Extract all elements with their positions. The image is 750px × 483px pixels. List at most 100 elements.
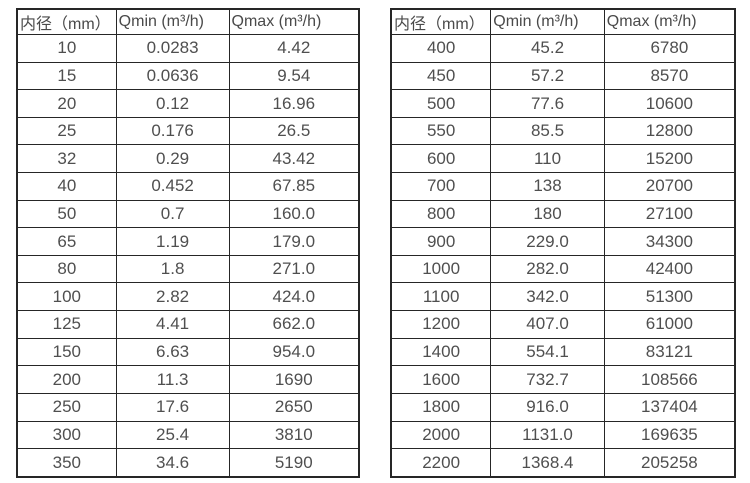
table-cell: 77.6 [490,89,605,118]
table-row: 900 229.0 34300 [390,227,736,256]
table-cell: 1.19 [115,227,230,256]
flow-spec-table-large-diameters: 内径（mm） Qmin (m³/h) Qmax (m³/h) 400 45.2 6780… [390,8,736,478]
table-row: 1800 916.0 137404 [390,392,736,422]
table-cell: 0.0283 [115,34,230,63]
table-cell: 1100 [390,282,492,312]
table-cell: 0.0636 [115,61,230,91]
table-cell: 5190 [228,448,360,478]
table-row: 450 57.2 8570 [390,61,736,91]
table-cell: 65 [16,227,117,256]
table-cell: 205258 [603,448,736,478]
table-row: 300 25.4 3810 [16,420,360,450]
table-cell: 271.0 [228,254,360,284]
table-cell: 4.41 [115,310,230,339]
table-cell: 150 [16,337,117,367]
table-cell: 160.0 [228,199,360,229]
table-cell: 350 [16,448,117,478]
table-cell: 954.0 [228,337,360,367]
table-cell: 137404 [603,392,736,422]
table-cell: 0.452 [115,172,230,201]
column-header: 内径（mm） [390,8,492,35]
table-cell: 700 [390,172,492,201]
table-row: 2000 1131.0 169635 [390,420,736,450]
table-cell: 800 [390,199,492,229]
table-cell: 20 [16,89,117,118]
table-cell: 300 [16,420,117,450]
table-cell: 0.29 [115,144,230,174]
table-cell: 424.0 [228,282,360,312]
column-header: Qmax (m³/h) [228,8,360,35]
table-cell: 25 [16,116,117,146]
table-row: 400 45.2 6780 [390,34,736,63]
table-cell: 25.4 [115,420,230,450]
table-cell: 1800 [390,392,492,422]
table-cell: 662.0 [228,310,360,339]
table-cell: 16.96 [228,89,360,118]
table-cell: 282.0 [490,254,605,284]
table-cell: 43.42 [228,144,360,174]
table-cell: 342.0 [490,282,605,312]
table-row: 200 11.3 1690 [16,365,360,394]
table-cell: 57.2 [490,61,605,91]
table-row: 40 0.452 67.85 [16,172,360,201]
table-cell: 2.82 [115,282,230,312]
table-row: 125 4.41 662.0 [16,310,360,339]
table-row: 1400 554.1 83121 [390,337,736,367]
table-cell: 80 [16,254,117,284]
table-cell: 12800 [603,116,736,146]
table-cell: 450 [390,61,492,91]
table-cell: 1600 [390,365,492,394]
table-cell: 0.7 [115,199,230,229]
table-cell: 1.8 [115,254,230,284]
table-cell: 1400 [390,337,492,367]
table-cell: 554.1 [490,337,605,367]
table-cell: 138 [490,172,605,201]
table-cell: 17.6 [115,392,230,422]
table-row: 550 85.5 12800 [390,116,736,146]
table-cell: 6.63 [115,337,230,367]
table-cell: 1200 [390,310,492,339]
table-cell: 45.2 [490,34,605,63]
table-cell: 85.5 [490,116,605,146]
table-row: 1600 732.7 108566 [390,365,736,394]
table-row: 600 110 15200 [390,144,736,174]
table-cell: 1131.0 [490,420,605,450]
table-cell: 61000 [603,310,736,339]
table-cell: 11.3 [115,365,230,394]
table-row: 15 0.0636 9.54 [16,61,360,91]
table-cell: 1000 [390,254,492,284]
table-row: 10 0.0283 4.42 [16,34,360,63]
table-row: 20 0.12 16.96 [16,89,360,118]
table-cell: 1368.4 [490,448,605,478]
table-row: 100 2.82 424.0 [16,282,360,312]
table-cell: 250 [16,392,117,422]
table-cell: 10 [16,34,117,63]
table-cell: 732.7 [490,365,605,394]
table-cell: 179.0 [228,227,360,256]
table-row: 65 1.19 179.0 [16,227,360,256]
table-cell: 550 [390,116,492,146]
table-cell: 15200 [603,144,736,174]
table-row: 1000 282.0 42400 [390,254,736,284]
table-cell: 0.12 [115,89,230,118]
column-header: Qmin (m³/h) [115,8,230,35]
table-row: 50 0.7 160.0 [16,199,360,229]
table-cell: 27100 [603,199,736,229]
table-cell: 229.0 [490,227,605,256]
table-cell: 900 [390,227,492,256]
table-cell: 2200 [390,448,492,478]
table-cell: 125 [16,310,117,339]
table-cell: 916.0 [490,392,605,422]
table-cell: 6780 [603,34,736,63]
table-cell: 34.6 [115,448,230,478]
table-cell: 600 [390,144,492,174]
table-cell: 100 [16,282,117,312]
table-row: 25 0.176 26.5 [16,116,360,146]
table-cell: 1690 [228,365,360,394]
table-cell: 2000 [390,420,492,450]
table-row: 80 1.8 271.0 [16,254,360,284]
table-cell: 110 [490,144,605,174]
table-header-row: 内径（mm） Qmin (m³/h) Qmax (m³/h) [390,8,736,35]
table-cell: 3810 [228,420,360,450]
table-cell: 51300 [603,282,736,312]
